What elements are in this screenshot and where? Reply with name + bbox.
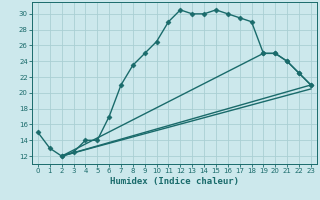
X-axis label: Humidex (Indice chaleur): Humidex (Indice chaleur) [110,177,239,186]
